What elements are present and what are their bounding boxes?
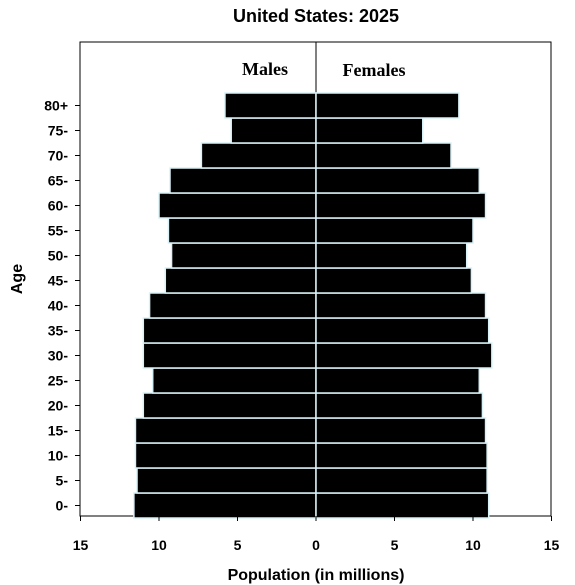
bar-male-55 xyxy=(167,217,317,244)
y-tick-label: 65- xyxy=(48,173,69,189)
bar-female-60 xyxy=(315,192,487,219)
bar-female-5 xyxy=(315,467,488,494)
bar-female-30 xyxy=(315,342,493,369)
bar-female-50 xyxy=(315,242,468,269)
bars-group xyxy=(133,92,493,519)
bar-male-5 xyxy=(136,467,317,494)
y-tick-label: 45- xyxy=(48,273,69,289)
bar-male-80 xyxy=(224,92,317,119)
chart-title: United States: 2025 xyxy=(233,6,399,26)
bar-female-25 xyxy=(315,367,481,394)
y-tick-label: 25- xyxy=(48,373,69,389)
x-tick-label: 10 xyxy=(465,537,481,553)
bar-female-10 xyxy=(315,442,488,469)
x-axis-label: Population (in millions) xyxy=(228,567,405,584)
bar-female-55 xyxy=(315,217,474,244)
bar-male-15 xyxy=(134,417,317,444)
y-tick-label: 35- xyxy=(48,323,69,339)
x-ticks-group: 15 10 5 0 5 10 15 xyxy=(73,516,560,553)
bar-female-35 xyxy=(315,317,490,344)
y-tick-label: 30- xyxy=(48,348,69,364)
bar-female-40 xyxy=(315,292,487,319)
bar-male-10 xyxy=(134,442,317,469)
bar-female-45 xyxy=(315,267,473,294)
y-tick-label: 0- xyxy=(56,498,69,514)
bar-male-35 xyxy=(142,317,317,344)
bar-female-80 xyxy=(315,92,460,119)
females-label: Females xyxy=(343,60,406,80)
bar-male-20 xyxy=(142,392,317,419)
y-ticks-group: 0- 5- 10- 15- 20- 25- 30- 35- 40- 45- 50- 55- 60- 65-… xyxy=(44,98,80,514)
bar-male-60 xyxy=(158,192,317,219)
x-tick-label: 0 xyxy=(312,537,320,553)
x-tick-label: 5 xyxy=(391,537,399,553)
x-tick-label: 5 xyxy=(234,537,242,553)
y-tick-label: 40- xyxy=(48,298,69,314)
bar-male-75 xyxy=(230,117,317,144)
y-tick-label: 15- xyxy=(48,423,69,439)
x-tick-label: 15 xyxy=(544,537,560,553)
y-tick-label: 50- xyxy=(48,248,69,264)
y-tick-label: 20- xyxy=(48,398,69,414)
y-tick-label: 60- xyxy=(48,198,69,214)
y-tick-label: 75- xyxy=(48,123,69,139)
bar-male-0 xyxy=(133,492,317,519)
bar-female-70 xyxy=(315,142,452,169)
bar-male-65 xyxy=(169,167,317,194)
y-tick-label: 5- xyxy=(56,473,69,489)
bar-male-50 xyxy=(170,242,317,269)
y-tick-label: 70- xyxy=(48,148,69,164)
y-tick-label: 55- xyxy=(48,223,69,239)
males-label: Males xyxy=(242,59,288,79)
bar-female-65 xyxy=(315,167,481,194)
bar-female-0 xyxy=(315,492,490,519)
y-tick-label: 10- xyxy=(48,448,69,464)
y-tick-label: 80+ xyxy=(44,98,68,114)
x-tick-label: 10 xyxy=(151,537,167,553)
bar-male-40 xyxy=(148,292,317,319)
bar-male-25 xyxy=(151,367,317,394)
y-axis-label: Age xyxy=(9,264,26,294)
bar-female-15 xyxy=(315,417,487,444)
x-tick-label: 15 xyxy=(73,537,89,553)
bar-male-45 xyxy=(164,267,317,294)
bar-male-30 xyxy=(142,342,317,369)
bar-female-20 xyxy=(315,392,484,419)
bar-male-70 xyxy=(200,142,317,169)
bar-female-75 xyxy=(315,117,424,144)
